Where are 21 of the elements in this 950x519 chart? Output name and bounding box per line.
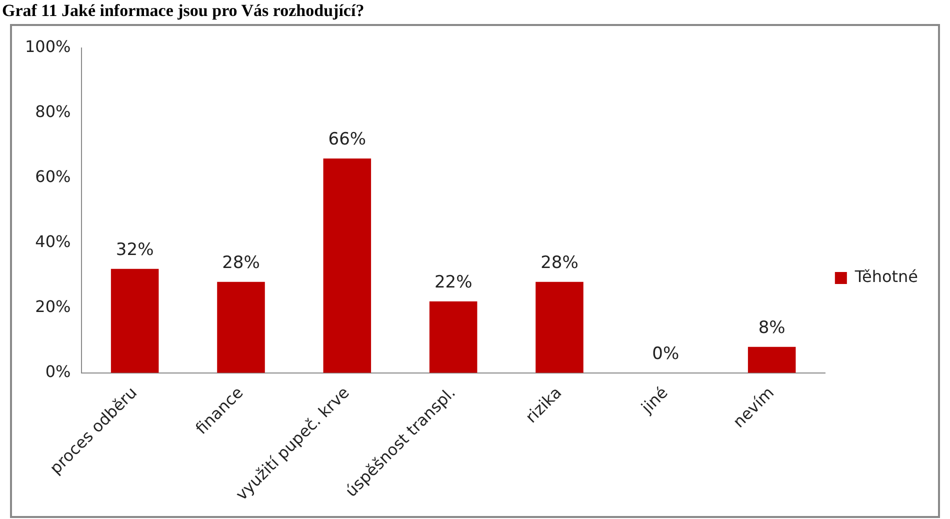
data-label: 22% [434,272,472,292]
bar [429,301,478,373]
data-label: 32% [116,240,154,260]
y-tick-label: 0% [45,362,71,381]
y-tick-label: 60% [35,167,71,186]
y-tick-label: 20% [35,297,71,316]
bar [536,282,584,373]
chart-title: Graf 11 Jaké informace jsou pro Vás rozhodující? [2,1,364,21]
y-tick-label: 100% [24,37,71,56]
y-tick-label: 80% [35,102,71,122]
bar [217,282,265,373]
data-label: 28% [222,252,260,273]
data-label: 0% [652,344,680,364]
legend-label: Těhotné [854,267,918,286]
data-label: 28% [540,252,578,273]
data-label: 8% [758,318,786,338]
y-tick-label: 40% [35,232,71,252]
bar [110,268,159,373]
bar [748,346,796,373]
data-label: 66% [328,129,366,150]
bar [323,158,372,373]
